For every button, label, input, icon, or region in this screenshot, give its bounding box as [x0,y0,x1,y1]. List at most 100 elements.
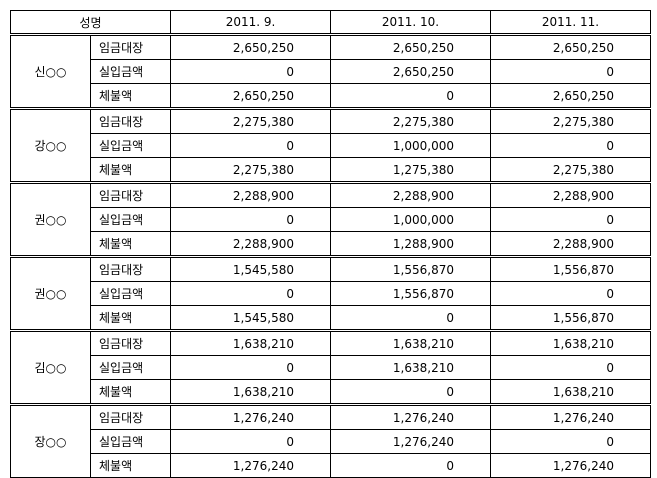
header-cell: 2011. 11. [490,10,651,35]
data-row: 체불액 1,545,580 0 1,556,870 [11,305,651,331]
amount-cell: 0 [170,207,331,232]
row-label: 임금대장 [90,33,171,60]
row-label: 임금대장 [90,107,171,134]
row-label: 체불액 [90,157,171,183]
amount-cell: 0 [330,453,491,478]
data-row: 실입금액 0 1,000,000 0 [11,133,651,158]
data-row: 실입금액 0 1,638,210 0 [11,355,651,380]
row-label: 체불액 [90,453,171,478]
amount-cell: 2,288,900 [170,231,331,257]
data-row: 권○○ 임금대장 2,288,900 2,288,900 2,288,900 [10,181,651,257]
amount-cell: 1,638,210 [330,329,491,356]
data-row: 실입금액 0 1,556,870 0 [11,281,651,306]
amount-cell: 0 [170,59,331,84]
row-label: 임금대장 [90,329,171,356]
amount-cell: 1,000,000 [330,207,491,232]
amount-cell: 2,275,380 [170,107,331,134]
amount-cell: 1,276,240 [490,453,651,478]
amount-cell: 1,545,580 [170,305,331,331]
amount-cell: 1,638,210 [490,379,651,405]
row-label: 실입금액 [90,133,171,158]
amount-cell: 1,638,210 [170,329,331,356]
amount-cell: 2,288,900 [170,181,331,208]
amount-cell: 2,288,900 [490,231,651,257]
amount-cell: 1,000,000 [330,133,491,158]
amount-cell: 0 [170,355,331,380]
amount-cell: 0 [330,83,491,109]
row-label: 실입금액 [90,207,171,232]
header-cell: 성명 [10,10,171,35]
amount-cell: 1,556,870 [330,281,491,306]
amount-cell: 0 [170,429,331,454]
amount-cell: 1,556,870 [330,255,491,282]
data-row: 체불액 2,650,250 0 2,650,250 [11,83,651,109]
amount-cell: 0 [330,379,491,405]
data-row: 체불액 1,638,210 0 1,638,210 [11,379,651,405]
row-label: 실입금액 [90,59,171,84]
amount-cell: 1,276,240 [170,403,331,430]
person-name: 김○○ [10,329,91,405]
row-label: 임금대장 [90,181,171,208]
person-name: 권○○ [10,255,91,331]
amount-cell: 1,276,240 [170,453,331,478]
data-row: 장○○ 임금대장 1,276,240 1,276,240 1,276,240 [10,403,651,478]
amount-cell: 2,275,380 [490,157,651,183]
person-name: 강○○ [10,107,91,183]
amount-cell: 0 [170,281,331,306]
header-row: 성명 2011. 9. 2011. 10. 2011. 11. [10,10,651,35]
row-label: 실입금액 [90,281,171,306]
amount-cell: 1,638,210 [330,355,491,380]
row-label: 체불액 [90,305,171,331]
amount-cell: 1,556,870 [490,255,651,282]
data-row: 체불액 2,275,380 1,275,380 2,275,380 [11,157,651,183]
data-row: 김○○ 임금대장 1,638,210 1,638,210 1,638,210 [10,329,651,405]
amount-cell: 0 [330,305,491,331]
amount-cell: 0 [490,429,651,454]
amount-cell: 1,545,580 [170,255,331,282]
header-cell: 2011. 9. [170,10,331,35]
amount-cell: 1,276,240 [330,429,491,454]
amount-cell: 1,638,210 [170,379,331,405]
amount-cell: 1,275,380 [330,157,491,183]
data-row: 강○○ 임금대장 2,275,380 2,275,380 2,275,380 [10,107,651,183]
person-name: 장○○ [10,403,91,478]
amount-cell: 2,650,250 [170,33,331,60]
row-label: 임금대장 [90,403,171,430]
amount-cell: 0 [490,133,651,158]
amount-cell: 0 [490,59,651,84]
data-row: 실입금액 0 1,000,000 0 [11,207,651,232]
row-label: 체불액 [90,379,171,405]
amount-cell: 2,275,380 [490,107,651,134]
amount-cell: 0 [490,207,651,232]
amount-cell: 1,276,240 [490,403,651,430]
amount-cell: 1,638,210 [490,329,651,356]
wage-table: 성명 2011. 9. 2011. 10. 2011. 11. 신○○ 임금대장 2… [10,10,651,478]
amount-cell: 2,650,250 [330,59,491,84]
data-row: 실입금액 0 2,650,250 0 [11,59,651,84]
amount-cell: 2,650,250 [330,33,491,60]
amount-cell: 2,288,900 [490,181,651,208]
person-name: 신○○ [10,33,91,109]
person-name: 권○○ [10,181,91,257]
data-row: 신○○ 임금대장 2,650,250 2,650,250 2,650,250 [10,33,651,109]
header-cell: 2011. 10. [330,10,491,35]
amount-cell: 0 [490,355,651,380]
data-row: 권○○ 임금대장 1,545,580 1,556,870 1,556,870 [10,255,651,331]
data-row: 체불액 2,288,900 1,288,900 2,288,900 [11,231,651,257]
row-label: 체불액 [90,231,171,257]
amount-cell: 2,650,250 [490,33,651,60]
amount-cell: 2,275,380 [170,157,331,183]
row-label: 실입금액 [90,429,171,454]
amount-cell: 2,288,900 [330,181,491,208]
amount-cell: 0 [170,133,331,158]
amount-cell: 2,650,250 [170,83,331,109]
amount-cell: 1,556,870 [490,305,651,331]
row-label: 임금대장 [90,255,171,282]
amount-cell: 2,275,380 [330,107,491,134]
amount-cell: 1,276,240 [330,403,491,430]
row-label: 실입금액 [90,355,171,380]
data-row: 실입금액 0 1,276,240 0 [11,429,651,454]
data-row: 체불액 1,276,240 0 1,276,240 [11,453,651,478]
amount-cell: 0 [490,281,651,306]
